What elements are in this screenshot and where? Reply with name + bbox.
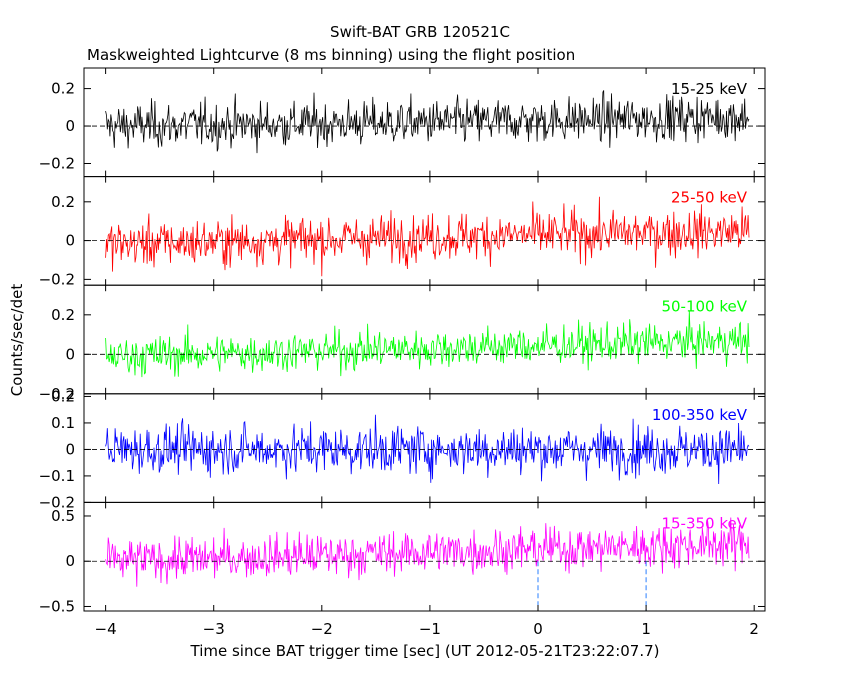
panel-2: −0.2 0 0.2 25-50 keV (39, 176, 766, 288)
chart-subtitle: Maskweighted Lightcurve (8 ms binning) u… (87, 46, 575, 64)
x-tick-label: −3 (203, 620, 225, 638)
panels: −0.2 0 0.2 15-25 keV −0.2 0 0.2 25-50 keV −0.2 0 0… (39, 67, 766, 638)
lightcurve-series-1 (105, 90, 750, 154)
y-tick-label: −0.1 (39, 467, 75, 485)
panel-5: −0.5 0 0.5 15-350 keV (39, 501, 766, 615)
y-tick-label: 0.2 (51, 387, 75, 405)
lightcurve-series-5 (105, 517, 750, 587)
y-tick-label: 0 (65, 552, 75, 570)
x-tick-label: 0 (533, 620, 543, 638)
y-tick-label: 0.2 (51, 306, 75, 324)
x-tick-label: 1 (641, 620, 651, 638)
y-tick-label: −0.2 (39, 493, 75, 511)
band-label: 15-25 keV (671, 80, 748, 98)
y-tick-label: 0 (65, 345, 75, 363)
y-tick-label: 0 (65, 232, 75, 250)
band-label: 50-100 keV (661, 297, 747, 315)
panel-1: −0.2 0 0.2 15-25 keV (39, 67, 766, 178)
y-tick-label: 0 (65, 117, 75, 135)
x-tick-label: −2 (311, 620, 333, 638)
x-tick-label: 2 (749, 620, 759, 638)
chart-title: Swift-BAT GRB 120521C (330, 23, 510, 41)
y-tick-label: 0.2 (51, 80, 75, 98)
y-axis-label: Counts/sec/det (8, 284, 26, 397)
band-label: 15-350 keV (661, 514, 747, 532)
y-tick-label: 0.2 (51, 193, 75, 211)
x-tick-label: −4 (95, 620, 117, 638)
lightcurve-series-3 (105, 310, 750, 378)
y-tick-label: −0.2 (39, 154, 75, 172)
y-tick-label: 0 (65, 440, 75, 458)
y-tick-label: −0.2 (39, 270, 75, 288)
panel-frame (83, 501, 766, 612)
x-tick-label: −1 (419, 620, 441, 638)
y-tick-label: −0.2 (39, 385, 75, 403)
band-label: 100-350 keV (652, 406, 748, 424)
y-tick-label: 0.5 (51, 507, 75, 525)
y-tick-label: 0.1 (51, 414, 75, 432)
lightcurve-series-2 (105, 196, 750, 277)
lightcurve-series-4 (105, 414, 750, 485)
x-axis-label: Time since BAT trigger time [sec] (UT 20… (190, 642, 660, 660)
y-tick-label: −0.5 (39, 597, 75, 615)
band-label: 25-50 keV (671, 189, 748, 207)
panel-3: −0.2 0 0.2 50-100 keV (39, 284, 766, 403)
panel-4: −0.2 −0.1 0 0.1 0.2 100-350 keV (39, 387, 766, 511)
